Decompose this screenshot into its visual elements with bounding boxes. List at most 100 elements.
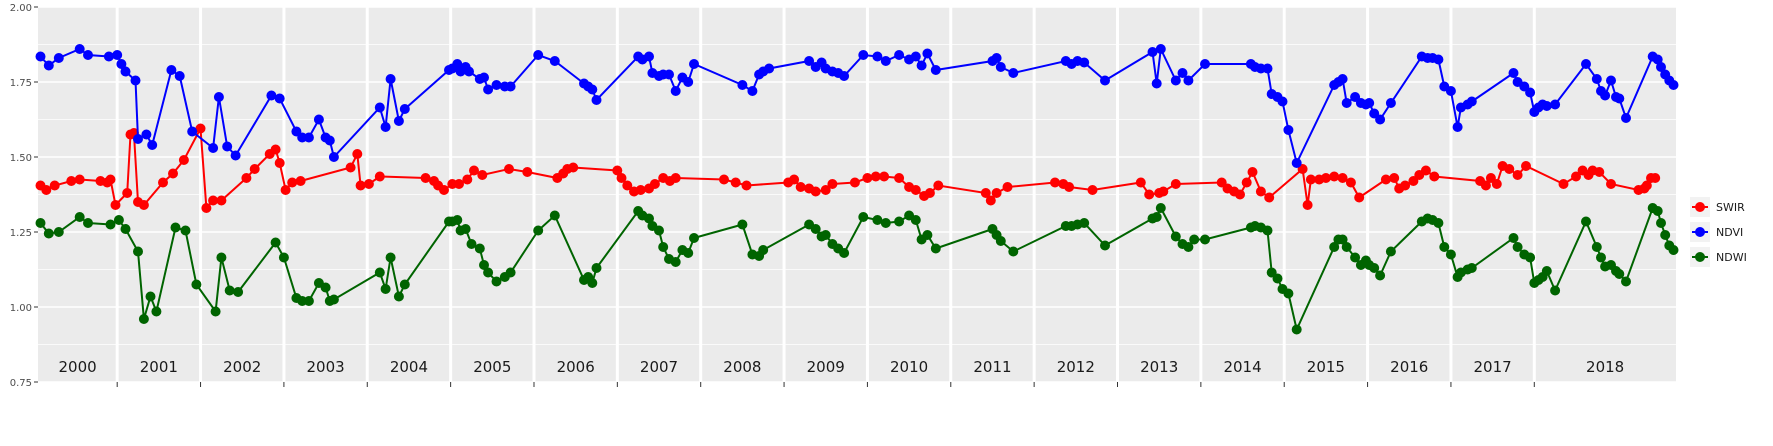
data-point (1158, 186, 1169, 197)
year-label: 2002 (223, 358, 261, 376)
data-point (549, 210, 560, 221)
data-point (133, 246, 143, 257)
data-point (1151, 212, 1162, 222)
data-point (616, 173, 627, 183)
data-point (916, 60, 927, 71)
data-point (287, 177, 298, 188)
data-point (839, 71, 850, 81)
data-point (1050, 177, 1060, 188)
data-point (133, 134, 143, 144)
data-point (1650, 173, 1661, 183)
data-point (147, 140, 158, 150)
data-point (1445, 249, 1456, 260)
series-layer (35, 44, 1679, 335)
data-point (280, 185, 291, 195)
data-point (689, 233, 699, 243)
data-point (1200, 59, 1210, 69)
data-point (49, 180, 60, 191)
data-point (35, 218, 46, 228)
data-point (933, 180, 944, 191)
data-point (654, 225, 664, 236)
year-label: 2000 (59, 358, 97, 376)
data-point (313, 114, 324, 125)
data-point (922, 48, 933, 59)
data-point (224, 285, 235, 296)
data-point (374, 102, 385, 113)
legend-item-ndvi: NDVI (1690, 222, 1743, 242)
data-point (1375, 270, 1386, 281)
data-point (1660, 230, 1671, 240)
grid-lines (38, 6, 1676, 383)
y-tick-label: 1.50 (10, 153, 32, 164)
data-point (1302, 200, 1313, 210)
data-point (420, 173, 431, 183)
data-point (83, 218, 93, 228)
data-point (910, 215, 921, 225)
data-point (210, 306, 221, 317)
data-point (995, 62, 1006, 72)
data-point (120, 224, 131, 234)
year-label: 2009 (807, 358, 845, 376)
data-point (644, 213, 654, 224)
data-point (1591, 242, 1602, 252)
data-point (1433, 218, 1444, 228)
data-point (930, 243, 941, 254)
y-tick-label: 1.25 (10, 228, 32, 239)
data-point (1596, 252, 1606, 263)
data-point (74, 212, 85, 222)
data-point (158, 177, 168, 188)
y-tick-label: 1.00 (10, 303, 32, 314)
data-point (789, 174, 800, 185)
data-point (53, 227, 64, 237)
data-point (1541, 101, 1552, 111)
data-point (1255, 186, 1266, 197)
data-point (138, 200, 149, 210)
data-point (53, 53, 64, 63)
data-point (208, 195, 219, 206)
data-point (116, 59, 127, 69)
data-point (1291, 324, 1302, 335)
data-point (894, 216, 905, 227)
data-point (1170, 179, 1181, 189)
data-point (174, 71, 185, 81)
data-point (270, 144, 281, 155)
data-point (74, 174, 85, 185)
data-point (1600, 90, 1611, 101)
data-point (872, 51, 883, 62)
data-point (568, 162, 579, 173)
legend-marker (1695, 252, 1705, 262)
data-point (1420, 165, 1431, 176)
data-point (393, 291, 404, 302)
data-point (741, 180, 752, 191)
data-point (1329, 171, 1340, 182)
data-point (1151, 78, 1162, 89)
data-point (1385, 98, 1396, 108)
data-point (1668, 245, 1679, 255)
data-point (105, 219, 116, 230)
year-label: 2005 (473, 358, 511, 376)
data-point (491, 276, 502, 287)
data-point (505, 267, 516, 278)
data-point (460, 224, 471, 234)
data-point (1571, 171, 1581, 182)
data-point (922, 230, 933, 240)
data-point (328, 294, 339, 305)
data-point (303, 132, 314, 143)
data-point (1400, 180, 1411, 191)
data-point (201, 203, 212, 213)
data-point (505, 81, 516, 92)
data-point (747, 86, 758, 96)
y-tick-label: 0.75 (10, 378, 32, 389)
data-point (879, 171, 890, 182)
data-point (230, 150, 241, 161)
data-point (849, 177, 860, 188)
data-point (399, 104, 410, 114)
data-point (1480, 180, 1491, 191)
data-point (399, 279, 410, 290)
data-point (1606, 75, 1616, 86)
data-point (187, 126, 198, 137)
data-point (533, 50, 544, 60)
data-point (862, 173, 873, 183)
data-point (474, 243, 485, 254)
